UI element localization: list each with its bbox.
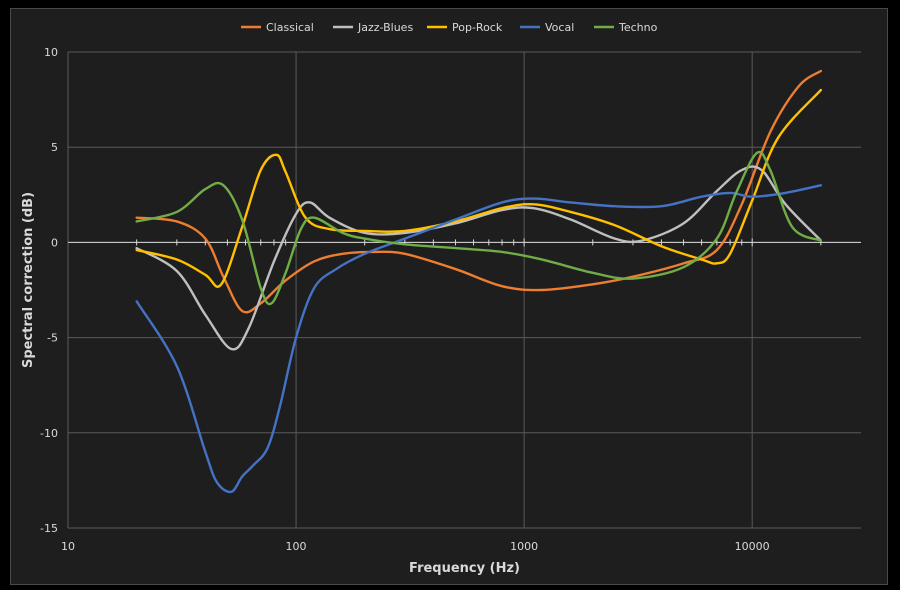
y-tick-labels: -15 -10 -5 0 5 10 — [40, 46, 58, 535]
y-tick-label: 10 — [44, 46, 58, 59]
series-line-classical — [135, 69, 823, 314]
x-tick-label: 1000 — [510, 540, 538, 553]
chart-canvas: -15 -10 -5 0 5 10 10 100 1000 10000 Frequency (H… — [21, 21, 861, 576]
y-tick-label: -5 — [47, 332, 58, 345]
x-tick-label: 10000 — [735, 540, 770, 553]
x-tick-label: 10 — [61, 540, 75, 553]
y-tick-label: -15 — [40, 522, 58, 535]
series-line-jazz-blues — [135, 165, 823, 351]
series-line-techno — [135, 150, 823, 306]
x-tick-label: 100 — [286, 540, 307, 553]
y-tick-label: -10 — [40, 427, 58, 440]
series-line-vocal — [135, 184, 823, 494]
x-axis-title: Frequency (Hz) — [409, 561, 520, 576]
y-tick-label: 0 — [51, 236, 58, 249]
chart-frame: -15 -10 -5 0 5 10 10 100 1000 10000 Frequency (H… — [10, 8, 888, 585]
legend: Classical Jazz-Blues Pop-Rock Vocal Techno — [241, 21, 658, 34]
legend-label-techno: Techno — [618, 21, 658, 34]
x-tick-labels: 10 100 1000 10000 — [61, 540, 770, 553]
legend-label-pop-rock: Pop-Rock — [452, 21, 503, 34]
grid — [67, 51, 861, 529]
legend-label-jazz-blues: Jazz-Blues — [357, 21, 413, 34]
legend-label-classical: Classical — [266, 21, 314, 34]
y-axis-title: Spectral correction (dB) — [21, 192, 36, 368]
series-lines — [135, 69, 823, 494]
legend-label-vocal: Vocal — [545, 21, 574, 34]
y-tick-label: 5 — [51, 141, 58, 154]
